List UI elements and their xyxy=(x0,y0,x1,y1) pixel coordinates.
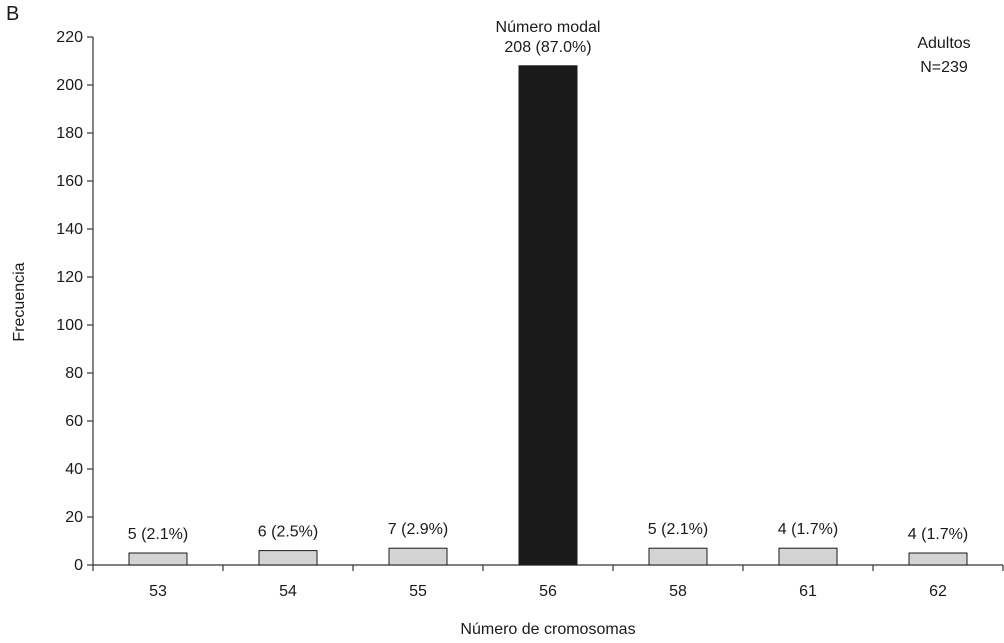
data-labels: 5 (2.1%) 6 (2.5%) 7 (2.9%) Número modal 208 … xyxy=(128,19,968,543)
y-tick-label: 20 xyxy=(65,509,83,526)
y-tick-label: 220 xyxy=(56,29,83,46)
x-tick-label: 53 xyxy=(149,583,167,600)
bars xyxy=(128,65,968,566)
bar xyxy=(908,552,968,566)
bar xyxy=(778,547,838,566)
x-tick-label: 56 xyxy=(539,583,557,600)
y-axis: 0 20 40 60 80 100 120 140 160 180 200 220 xyxy=(56,29,94,574)
modal-label: Número modal xyxy=(496,19,601,36)
y-tick-label: 60 xyxy=(65,413,83,430)
data-label: 4 (1.7%) xyxy=(908,526,968,543)
data-label: 5 (2.1%) xyxy=(648,521,708,538)
data-label: 208 (87.0%) xyxy=(504,39,591,56)
y-tick-label: 180 xyxy=(56,125,83,142)
y-tick-label: 200 xyxy=(56,77,83,94)
x-axis-title: Número de cromosomas xyxy=(460,621,635,638)
y-tick-label: 120 xyxy=(56,269,83,286)
y-tick-label: 140 xyxy=(56,221,83,238)
bar xyxy=(128,552,188,566)
y-tick-label: 160 xyxy=(56,173,83,190)
bar-modal xyxy=(518,65,578,566)
data-label: 7 (2.9%) xyxy=(388,521,448,538)
x-tick-label: 61 xyxy=(799,583,817,600)
y-tick-label: 40 xyxy=(65,461,83,478)
x-tick-label: 62 xyxy=(929,583,947,600)
annotation-line-2: N=239 xyxy=(920,59,968,76)
x-tick-label: 54 xyxy=(279,583,297,600)
x-axis: 53 54 55 56 58 61 62 xyxy=(92,564,1004,600)
data-label: 6 (2.5%) xyxy=(258,524,318,541)
bar xyxy=(648,547,708,566)
y-axis-title: Frecuencia xyxy=(11,262,28,341)
panel-label: B xyxy=(6,3,19,25)
x-tick-label: 58 xyxy=(669,583,687,600)
x-tick-label: 55 xyxy=(409,583,427,600)
annotation-line-1: Adultos xyxy=(917,35,970,52)
data-label: 5 (2.1%) xyxy=(128,526,188,543)
data-label: 4 (1.7%) xyxy=(778,521,838,538)
y-tick-label: 80 xyxy=(65,365,83,382)
y-tick-label: 0 xyxy=(74,557,83,574)
bar xyxy=(388,547,448,566)
bar xyxy=(258,550,318,566)
y-tick-label: 100 xyxy=(56,317,83,334)
